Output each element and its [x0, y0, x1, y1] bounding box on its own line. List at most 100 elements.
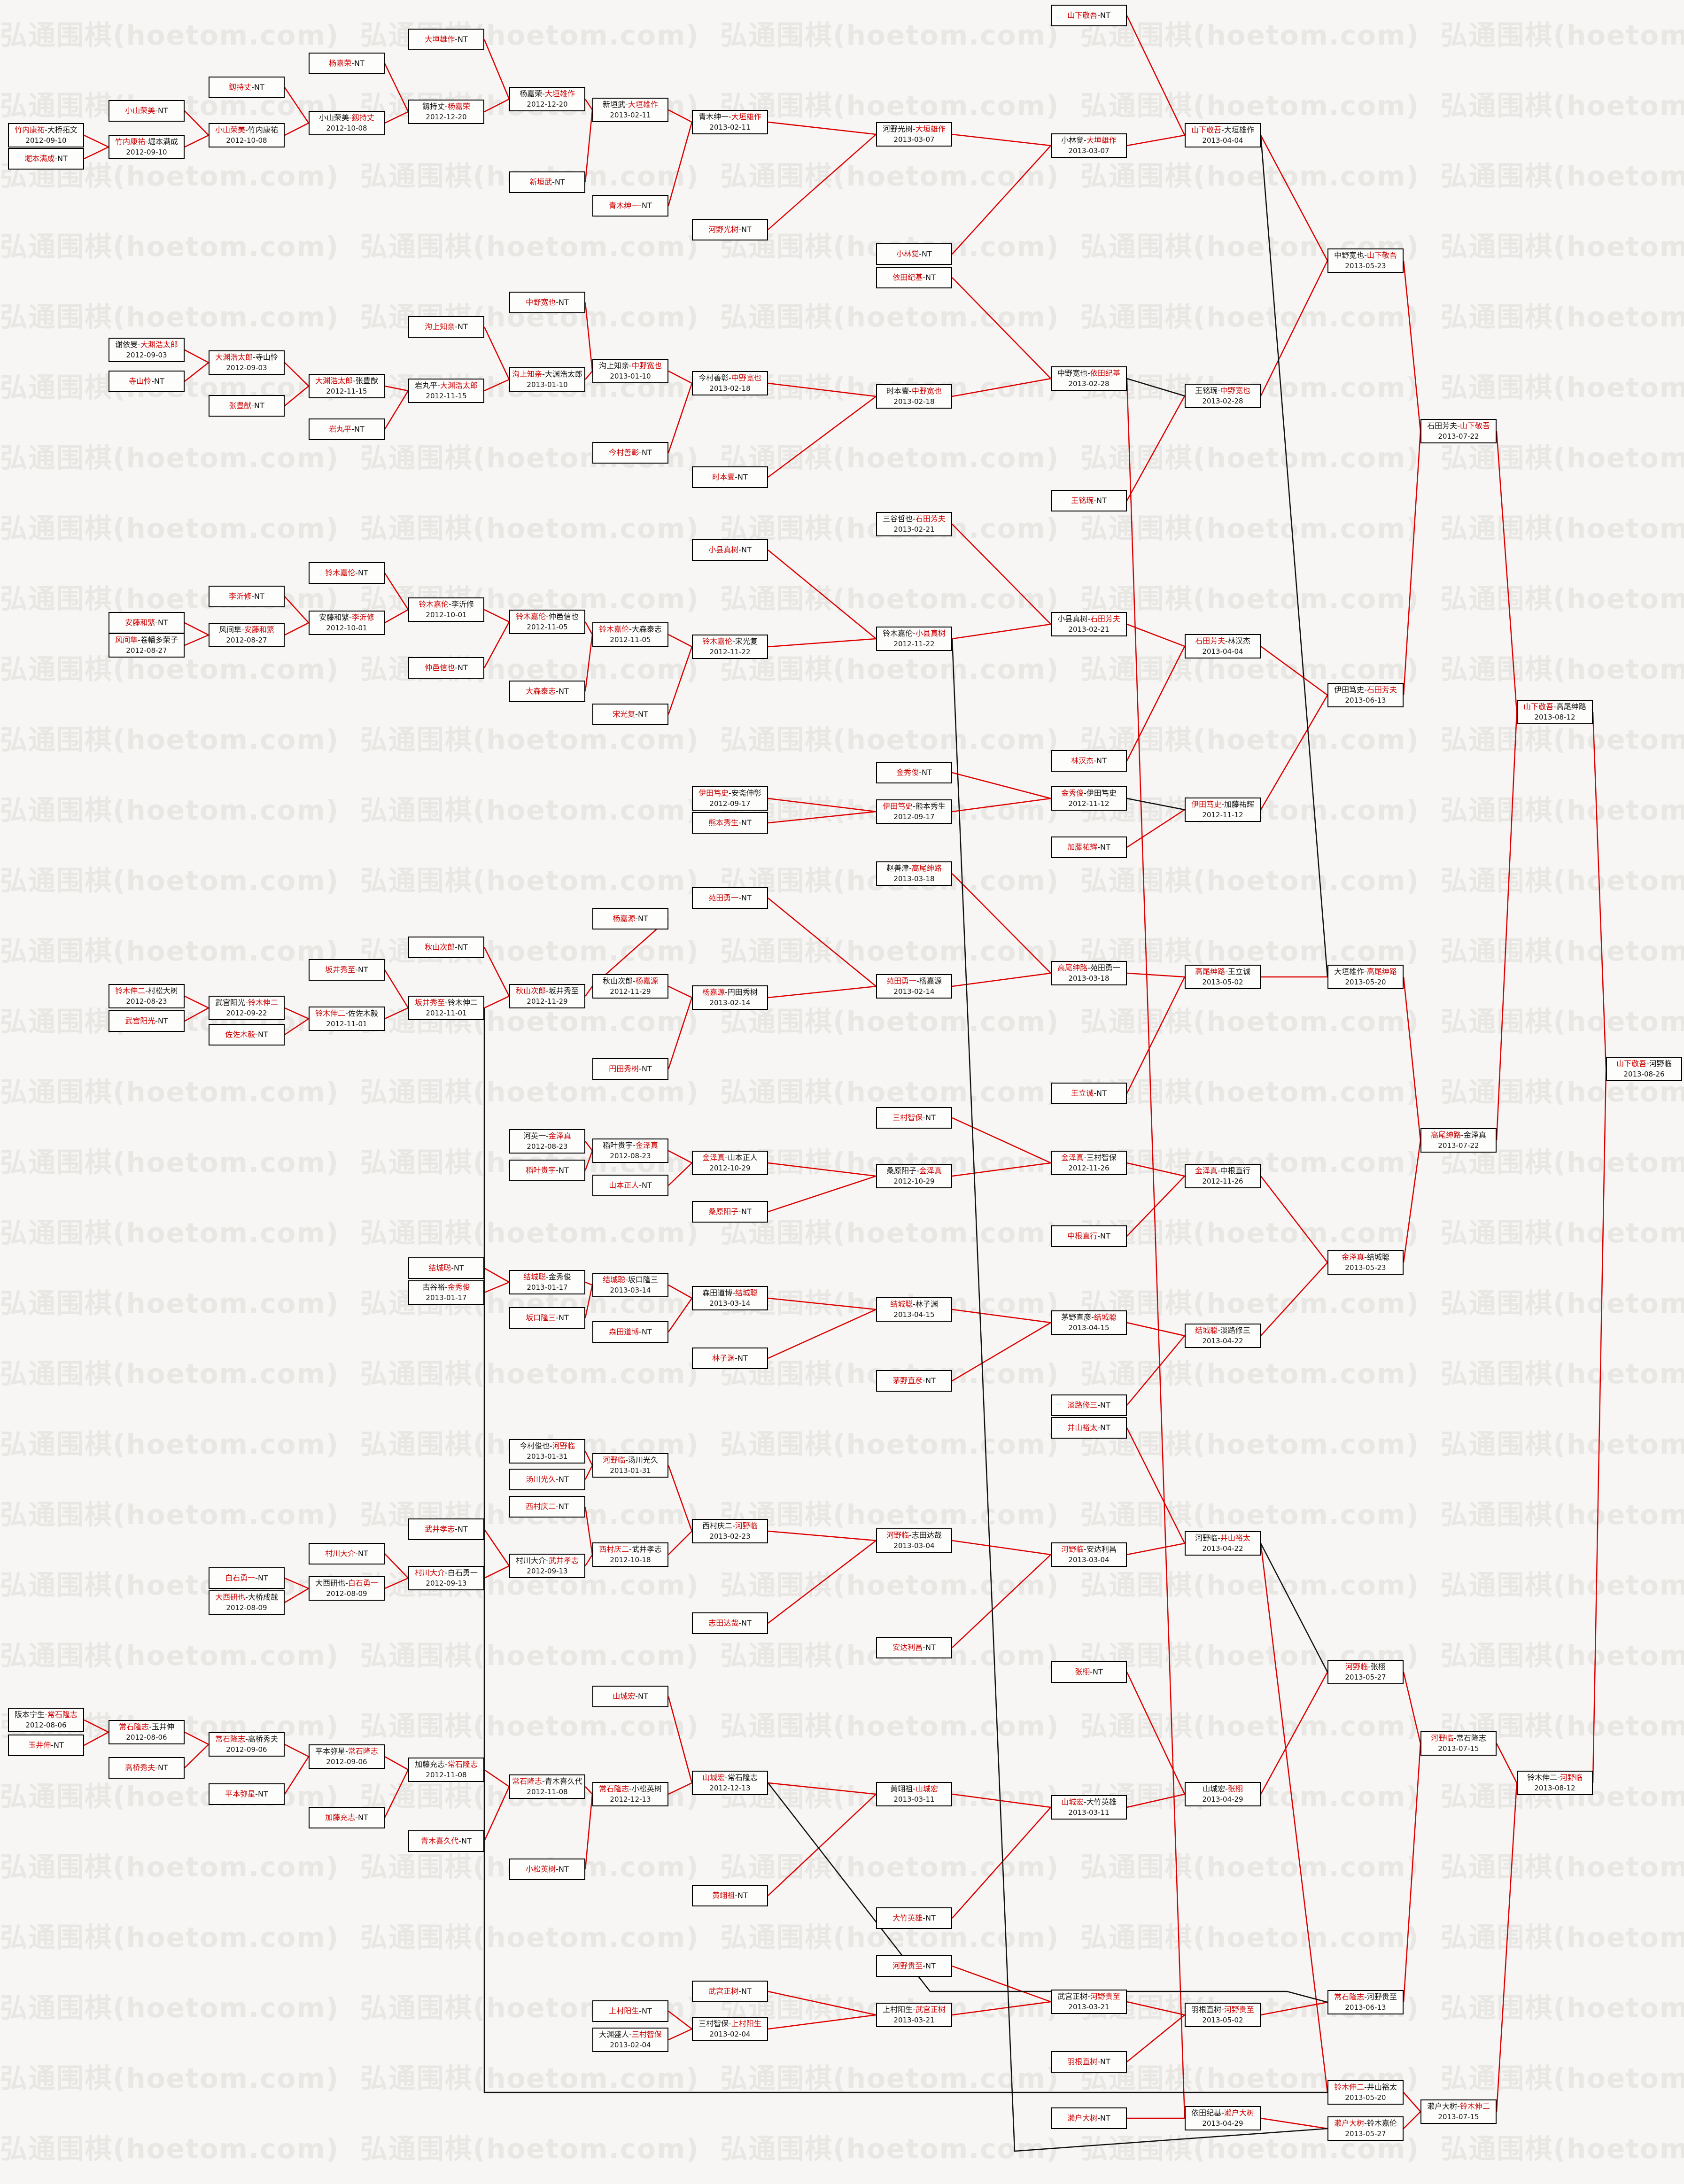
match-result-box[interactable]: 伊田笃史-安斋伸彰 2012-09-17	[692, 786, 768, 811]
match-result-box[interactable]: 山下敬吾-河野临 2013-08-26	[1606, 1057, 1682, 1081]
player-seed-box[interactable]: 苑田勇一-NT	[692, 887, 768, 909]
match-result-box[interactable]: 武宫正树-河野贵至 2013-03-21	[1051, 1990, 1127, 2014]
player-seed-box[interactable]: 林汉杰-NT	[1051, 750, 1127, 772]
player-seed-box[interactable]: 中野宽也-NT	[509, 292, 585, 313]
match-result-box[interactable]: 常石隆志-青木喜久代 2012-11-08	[509, 1774, 585, 1799]
player-seed-box[interactable]: 王立诚-NT	[1051, 1083, 1127, 1104]
player-seed-box[interactable]: 宋光复-NT	[592, 704, 668, 725]
match-result-box[interactable]: 三村智保-上村阳生 2013-02-04	[692, 2017, 768, 2041]
match-result-box[interactable]: 大西研也-白石勇一 2012-08-09	[309, 1576, 385, 1601]
match-result-box[interactable]: 羽根直树-河野贵至 2013-05-02	[1185, 2003, 1261, 2027]
player-seed-box[interactable]: 秋山次郎-NT	[408, 937, 484, 958]
match-result-box[interactable]: 铃木嘉伦-宋光复 2012-11-22	[692, 635, 768, 659]
match-result-box[interactable]: 山城宏-张栩 2013-04-29	[1185, 1782, 1261, 1806]
player-seed-box[interactable]: 三村智保-NT	[876, 1107, 952, 1129]
match-result-box[interactable]: 高尾绅路-苑田勇一 2013-03-18	[1051, 961, 1127, 985]
player-seed-box[interactable]: 白石勇一-NT	[209, 1567, 285, 1589]
match-result-box[interactable]: 青木绅一-大垣雄作 2013-02-11	[692, 110, 768, 134]
match-result-box[interactable]: 安藤和繁-李沂修 2012-10-01	[309, 611, 385, 635]
match-result-box[interactable]: 铃木伸二-村松大树 2012-08-23	[109, 984, 185, 1008]
player-seed-box[interactable]: 玉井伸-NT	[8, 1735, 84, 1756]
match-result-box[interactable]: 小山荣美-釼持丈 2012-10-08	[309, 111, 385, 135]
match-result-box[interactable]: 金泽真-中根直行 2012-11-26	[1185, 1164, 1261, 1188]
match-result-box[interactable]: 铃木嘉伦-仲邑信也 2012-11-05	[509, 610, 585, 634]
player-seed-box[interactable]: 坂口隆三-NT	[509, 1307, 585, 1329]
match-result-box[interactable]: 谢依旻-大渊浩太郎 2012-09-03	[109, 338, 185, 362]
match-result-box[interactable]: 风间隼-安藤和繁 2012-08-27	[209, 623, 285, 647]
match-result-box[interactable]: 上村阳生-武宫正树 2013-03-21	[876, 2003, 952, 2027]
match-result-box[interactable]: 常石隆志-高桥秀夫 2012-09-06	[209, 1732, 285, 1757]
match-result-box[interactable]: 茅野直彦-结城聪 2013-04-15	[1051, 1310, 1127, 1335]
match-result-box[interactable]: 河野临-志田达哉 2013-03-04	[876, 1528, 952, 1553]
match-result-box[interactable]: 河野临-张栩 2013-05-27	[1327, 1660, 1404, 1684]
player-seed-box[interactable]: 黄翊祖-NT	[692, 1885, 768, 1906]
player-seed-box[interactable]: 志田达哉-NT	[692, 1612, 768, 1634]
player-seed-box[interactable]: 坂井秀至-NT	[309, 959, 385, 981]
match-result-box[interactable]: 铃木嘉伦-大森泰志 2012-11-05	[592, 622, 668, 647]
match-result-box[interactable]: 河英一-金泽真 2012-08-23	[509, 1129, 585, 1154]
match-result-box[interactable]: 濑户大树-铃木伸二 2013-07-15	[1420, 2099, 1497, 2124]
match-result-box[interactable]: 三谷哲也-石田芳夫 2013-02-21	[876, 512, 952, 536]
match-result-box[interactable]: 结城聪-金秀俊 2013-01-17	[509, 1270, 585, 1294]
player-seed-box[interactable]: 稻叶贵宇-NT	[509, 1160, 585, 1181]
player-seed-box[interactable]: 熊本秀生-NT	[692, 812, 768, 834]
player-seed-box[interactable]: 武宫阳光-NT	[109, 1010, 185, 1032]
player-seed-box[interactable]: 釼持丈-NT	[209, 77, 285, 98]
player-seed-box[interactable]: 淡路修三-NT	[1051, 1394, 1127, 1416]
match-result-box[interactable]: 常石隆志-河野贵至 2013-06-13	[1327, 1990, 1404, 2014]
player-seed-box[interactable]: 桑原阳子-NT	[692, 1201, 768, 1223]
match-result-box[interactable]: 金泽真-结城聪 2013-05-23	[1327, 1250, 1404, 1275]
match-result-box[interactable]: 河野临-井山裕太 2013-04-22	[1185, 1531, 1261, 1556]
player-seed-box[interactable]: 汤川光久-NT	[509, 1469, 585, 1490]
match-result-box[interactable]: 石田芳夫-林汉杰 2013-04-04	[1185, 634, 1261, 658]
match-result-box[interactable]: 秋山次郎-杨嘉源 2012-11-29	[592, 974, 668, 999]
match-result-box[interactable]: 山下敬吾-大垣雄作 2013-04-04	[1185, 123, 1261, 147]
player-seed-box[interactable]: 青木绅一-NT	[592, 195, 668, 217]
player-seed-box[interactable]: 大竹英雄-NT	[876, 1907, 952, 1929]
match-result-box[interactable]: 竹内康祐-大桥拓文 2012-09-10	[8, 123, 84, 147]
match-result-box[interactable]: 杨嘉源-円田秀树 2013-02-14	[692, 985, 768, 1010]
player-seed-box[interactable]: 杨嘉荣-NT	[309, 53, 385, 74]
player-seed-box[interactable]: 依田纪基-NT	[876, 267, 952, 288]
match-result-box[interactable]: 坂井秀至-铃木伸二 2012-11-01	[408, 996, 484, 1020]
match-result-box[interactable]: 中野宽也-山下敬吾 2013-05-23	[1327, 248, 1404, 273]
player-seed-box[interactable]: 仲邑信也-NT	[408, 657, 484, 679]
player-seed-box[interactable]: 山本正人-NT	[592, 1175, 668, 1196]
match-result-box[interactable]: 森田道博-结城聪 2013-03-14	[692, 1286, 768, 1310]
match-result-box[interactable]: 金泽真-山本正人 2012-10-29	[692, 1151, 768, 1175]
match-result-box[interactable]: 濑户大树-铃木嘉伦 2013-05-27	[1327, 2116, 1404, 2141]
match-result-box[interactable]: 河野临-安达利昌 2013-03-04	[1051, 1542, 1127, 1567]
player-seed-box[interactable]: 羽根直树-NT	[1051, 2051, 1127, 2073]
match-result-box[interactable]: 秋山次郎-坂井秀至 2012-11-29	[509, 984, 585, 1008]
match-result-box[interactable]: 新垣武-大垣雄作 2013-02-11	[592, 98, 668, 122]
match-result-box[interactable]: 古谷裕-金秀俊 2013-01-17	[408, 1280, 484, 1305]
player-seed-box[interactable]: 山城宏-NT	[592, 1686, 668, 1707]
match-result-box[interactable]: 铃木伸二-河野临 2013-08-12	[1517, 1771, 1593, 1795]
match-result-box[interactable]: 依田纪基-濑户大树 2013-04-29	[1185, 2106, 1261, 2130]
match-result-box[interactable]: 村川大介-武井孝志 2012-09-13	[509, 1554, 585, 1578]
player-seed-box[interactable]: 茅野直彦-NT	[876, 1370, 952, 1392]
player-seed-box[interactable]: 村川大介-NT	[309, 1543, 385, 1564]
player-seed-box[interactable]: 杨嘉源-NT	[592, 908, 668, 929]
player-seed-box[interactable]: 新垣武-NT	[509, 171, 585, 193]
match-result-box[interactable]: 小林觉-大垣雄作 2013-03-07	[1051, 133, 1127, 158]
match-result-box[interactable]: 小县真树-石田芳夫 2013-02-21	[1051, 612, 1127, 636]
match-result-box[interactable]: 石田芳夫-山下敬吾 2013-07-22	[1420, 419, 1497, 443]
player-seed-box[interactable]: 寺山怜-NT	[109, 371, 185, 392]
match-result-box[interactable]: 山城宏-大竹英雄 2013-03-11	[1051, 1795, 1127, 1820]
player-seed-box[interactable]: 小县真树-NT	[692, 539, 768, 561]
match-result-box[interactable]: 稻叶贵宇-金泽真 2012-08-23	[592, 1138, 668, 1163]
match-result-box[interactable]: 常石隆志-玉井伸 2012-08-06	[109, 1720, 185, 1744]
match-result-box[interactable]: 大垣雄作-高尾绅路 2013-05-20	[1327, 965, 1404, 989]
match-result-box[interactable]: 高尾绅路-王立诚 2013-05-02	[1185, 965, 1261, 989]
player-seed-box[interactable]: 堀本满成-NT	[8, 148, 84, 170]
player-seed-box[interactable]: 岩丸平-NT	[309, 418, 385, 440]
match-result-box[interactable]: 大渊盛人-三村智保 2013-02-04	[592, 2028, 668, 2052]
player-seed-box[interactable]: 西村庆二-NT	[509, 1496, 585, 1518]
match-result-box[interactable]: 河野光树-大垣雄作 2013-03-07	[876, 122, 952, 147]
player-seed-box[interactable]: 今村善彰-NT	[592, 442, 668, 464]
player-seed-box[interactable]: 王铭琬-NT	[1051, 490, 1127, 511]
match-result-box[interactable]: 赵善津-高尾绅路 2013-03-18	[876, 861, 952, 886]
player-seed-box[interactable]: 张栩-NT	[1051, 1661, 1127, 1683]
match-result-box[interactable]: 王铭琬-中野宽也 2013-02-28	[1185, 384, 1261, 408]
